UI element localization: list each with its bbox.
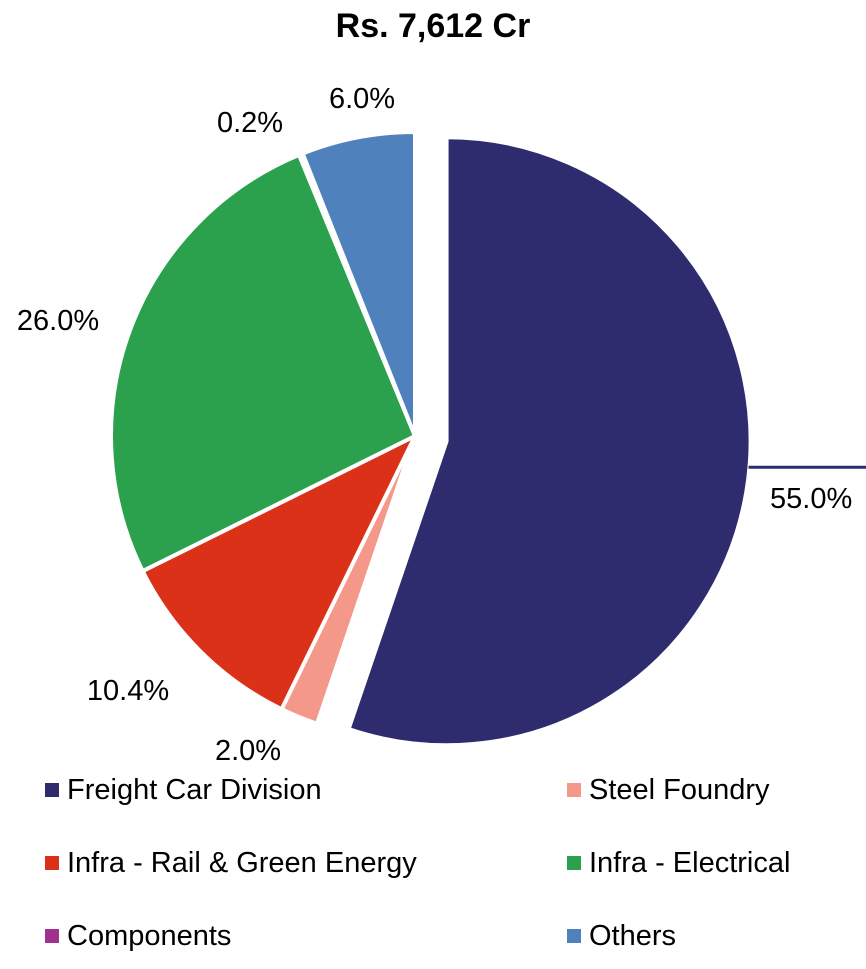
legend-swatch [45, 929, 59, 943]
legend-swatch [45, 856, 59, 870]
legend-swatch [45, 783, 59, 797]
data-label: 10.4% [87, 675, 169, 707]
legend-item: Infra - Electrical [567, 843, 790, 883]
legend-label: Steel Foundry [589, 773, 770, 806]
legend-swatch [567, 929, 581, 943]
pie-slice-infra-rail-green-energy [140, 434, 417, 712]
legend-label: Freight Car Division [67, 773, 322, 806]
legend-item: Infra - Rail & Green Energy [45, 843, 417, 883]
data-label: 0.2% [217, 107, 283, 139]
data-label: 26.0% [17, 305, 99, 337]
pie-slice-others [300, 130, 417, 438]
legend-label: Others [589, 919, 677, 952]
legend-label: Components [67, 919, 232, 952]
legend-swatch [567, 856, 581, 870]
legend-item: Freight Car Division [45, 770, 322, 810]
pie-slice-freight-car-division [346, 135, 753, 748]
data-label: 55.0% [770, 483, 852, 515]
legend-item: Steel Foundry [567, 770, 770, 810]
data-label: 6.0% [329, 83, 395, 115]
legend-item: Others [567, 916, 676, 956]
pie-slice-infra-electrical [109, 152, 417, 574]
legend-swatch [567, 783, 581, 797]
legend-label: Infra - Electrical [589, 846, 791, 879]
legend-item: Components [45, 916, 231, 956]
legend-label: Infra - Rail & Green Energy [67, 846, 417, 879]
chart-title: Rs. 7,612 Cr [335, 7, 531, 45]
data-label: 2.0% [215, 735, 281, 767]
